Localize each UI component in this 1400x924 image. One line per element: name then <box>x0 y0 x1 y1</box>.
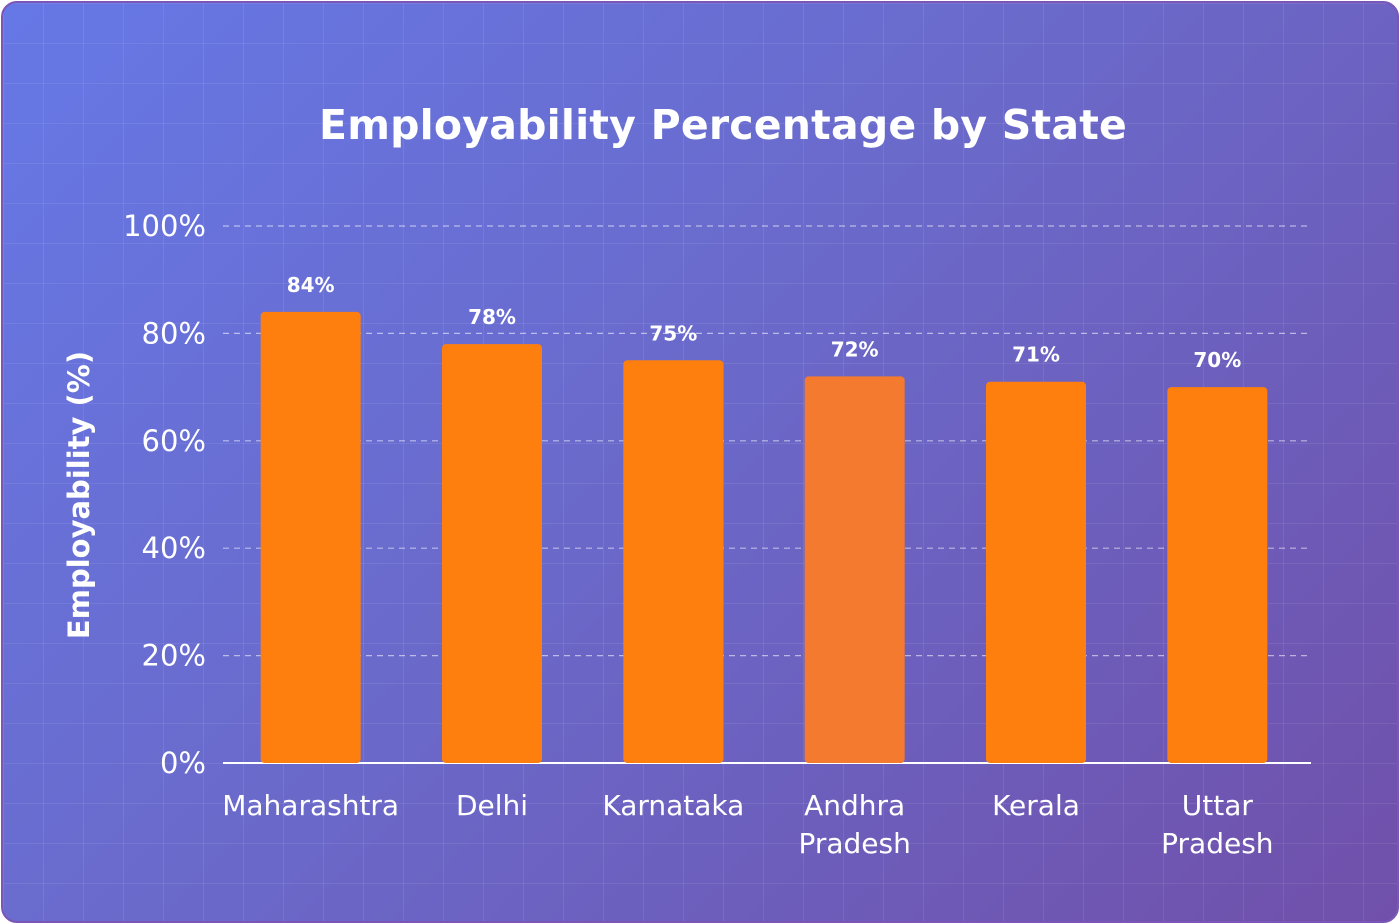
bar-0 <box>260 311 361 763</box>
y-tick-label-40: 40% <box>142 531 206 565</box>
x-tick-label-1: Delhi <box>456 789 528 822</box>
x-tick-label-4: Kerala <box>992 789 1080 822</box>
data-label-5: 70% <box>1193 348 1241 372</box>
bar-chart: 0% 20% 40% 60% 80% 100% Employability (%) 84% Ma… <box>62 209 1311 860</box>
bar-4 <box>986 381 1086 763</box>
bar-3 <box>804 376 905 763</box>
data-label-0: 84% <box>287 273 335 297</box>
y-tick-label-100: 100% <box>123 209 206 243</box>
bar-5 <box>1167 387 1268 763</box>
y-axis-label: Employability (%) <box>62 351 96 639</box>
y-tick-label-60: 60% <box>142 424 206 458</box>
x-tick-label-5-line-1: Pradesh <box>1161 827 1273 860</box>
bar-1 <box>442 344 542 763</box>
y-tick-label-0: 0% <box>160 746 206 780</box>
bar-2 <box>623 360 724 763</box>
x-tick-label-5-line-0: Uttar <box>1182 789 1254 822</box>
data-label-3: 72% <box>831 337 879 361</box>
data-label-1: 78% <box>468 305 516 329</box>
x-tick-label-3-line-1: Pradesh <box>798 827 910 860</box>
x-tick-label-0: Maharashtra <box>222 789 399 822</box>
x-tick-label-3-line-0: Andhra <box>804 789 905 822</box>
x-tick-label-2: Karnataka <box>602 789 744 822</box>
data-label-4: 71% <box>1012 343 1060 367</box>
data-label-2: 75% <box>649 321 697 345</box>
chart-title: Employability Percentage by State <box>318 101 1128 149</box>
y-tick-label-80: 80% <box>142 316 206 350</box>
y-tick-label-20: 20% <box>142 639 206 673</box>
